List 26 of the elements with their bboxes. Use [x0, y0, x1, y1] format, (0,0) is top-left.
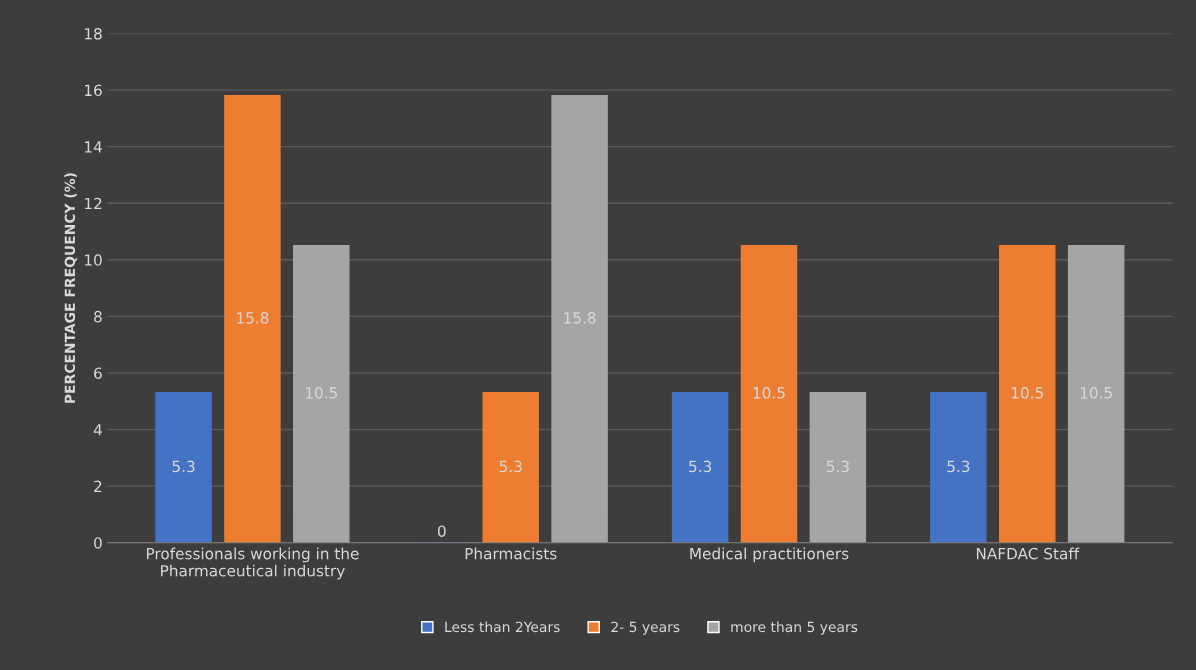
- x-tick-label: Medical practitioners: [690, 547, 849, 563]
- y-tick-label: 18: [85, 27, 102, 40]
- data-label: 5.3: [689, 460, 712, 473]
- legend-label: 2- 5 years: [611, 621, 680, 635]
- legend-label: Less than 2Years: [445, 621, 560, 633]
- y-tick-label: 16: [85, 84, 102, 97]
- y-tick-label: 14: [85, 141, 102, 153]
- y-tick-label: 8: [94, 310, 102, 323]
- data-label: 0: [438, 525, 446, 537]
- data-label: 5.3: [172, 460, 195, 473]
- data-label: 5.3: [947, 460, 970, 473]
- x-tick-label: Pharmacists: [465, 547, 557, 560]
- data-label: 10.5: [753, 387, 785, 399]
- data-label: 10.5: [1011, 387, 1043, 399]
- y-axis-title: PERCENTAGE FREQUENCY (%): [64, 173, 77, 403]
- data-label: 5.3: [499, 460, 522, 473]
- y-tick-label: 4: [93, 424, 102, 436]
- y-tick-label: 12: [85, 197, 102, 210]
- data-label: 15.8: [237, 312, 269, 324]
- x-tick-label: Professionals working in the Pharmaceutical industry: [146, 547, 359, 580]
- x-tick-label: NAFDAC Staff: [976, 547, 1080, 560]
- y-tick-label: 0: [94, 537, 102, 549]
- y-tick-label: 2: [94, 480, 102, 492]
- legend-label: more than 5 years: [731, 621, 858, 635]
- y-tick-label: 6: [94, 367, 102, 379]
- y-tick-label: 10: [85, 254, 102, 266]
